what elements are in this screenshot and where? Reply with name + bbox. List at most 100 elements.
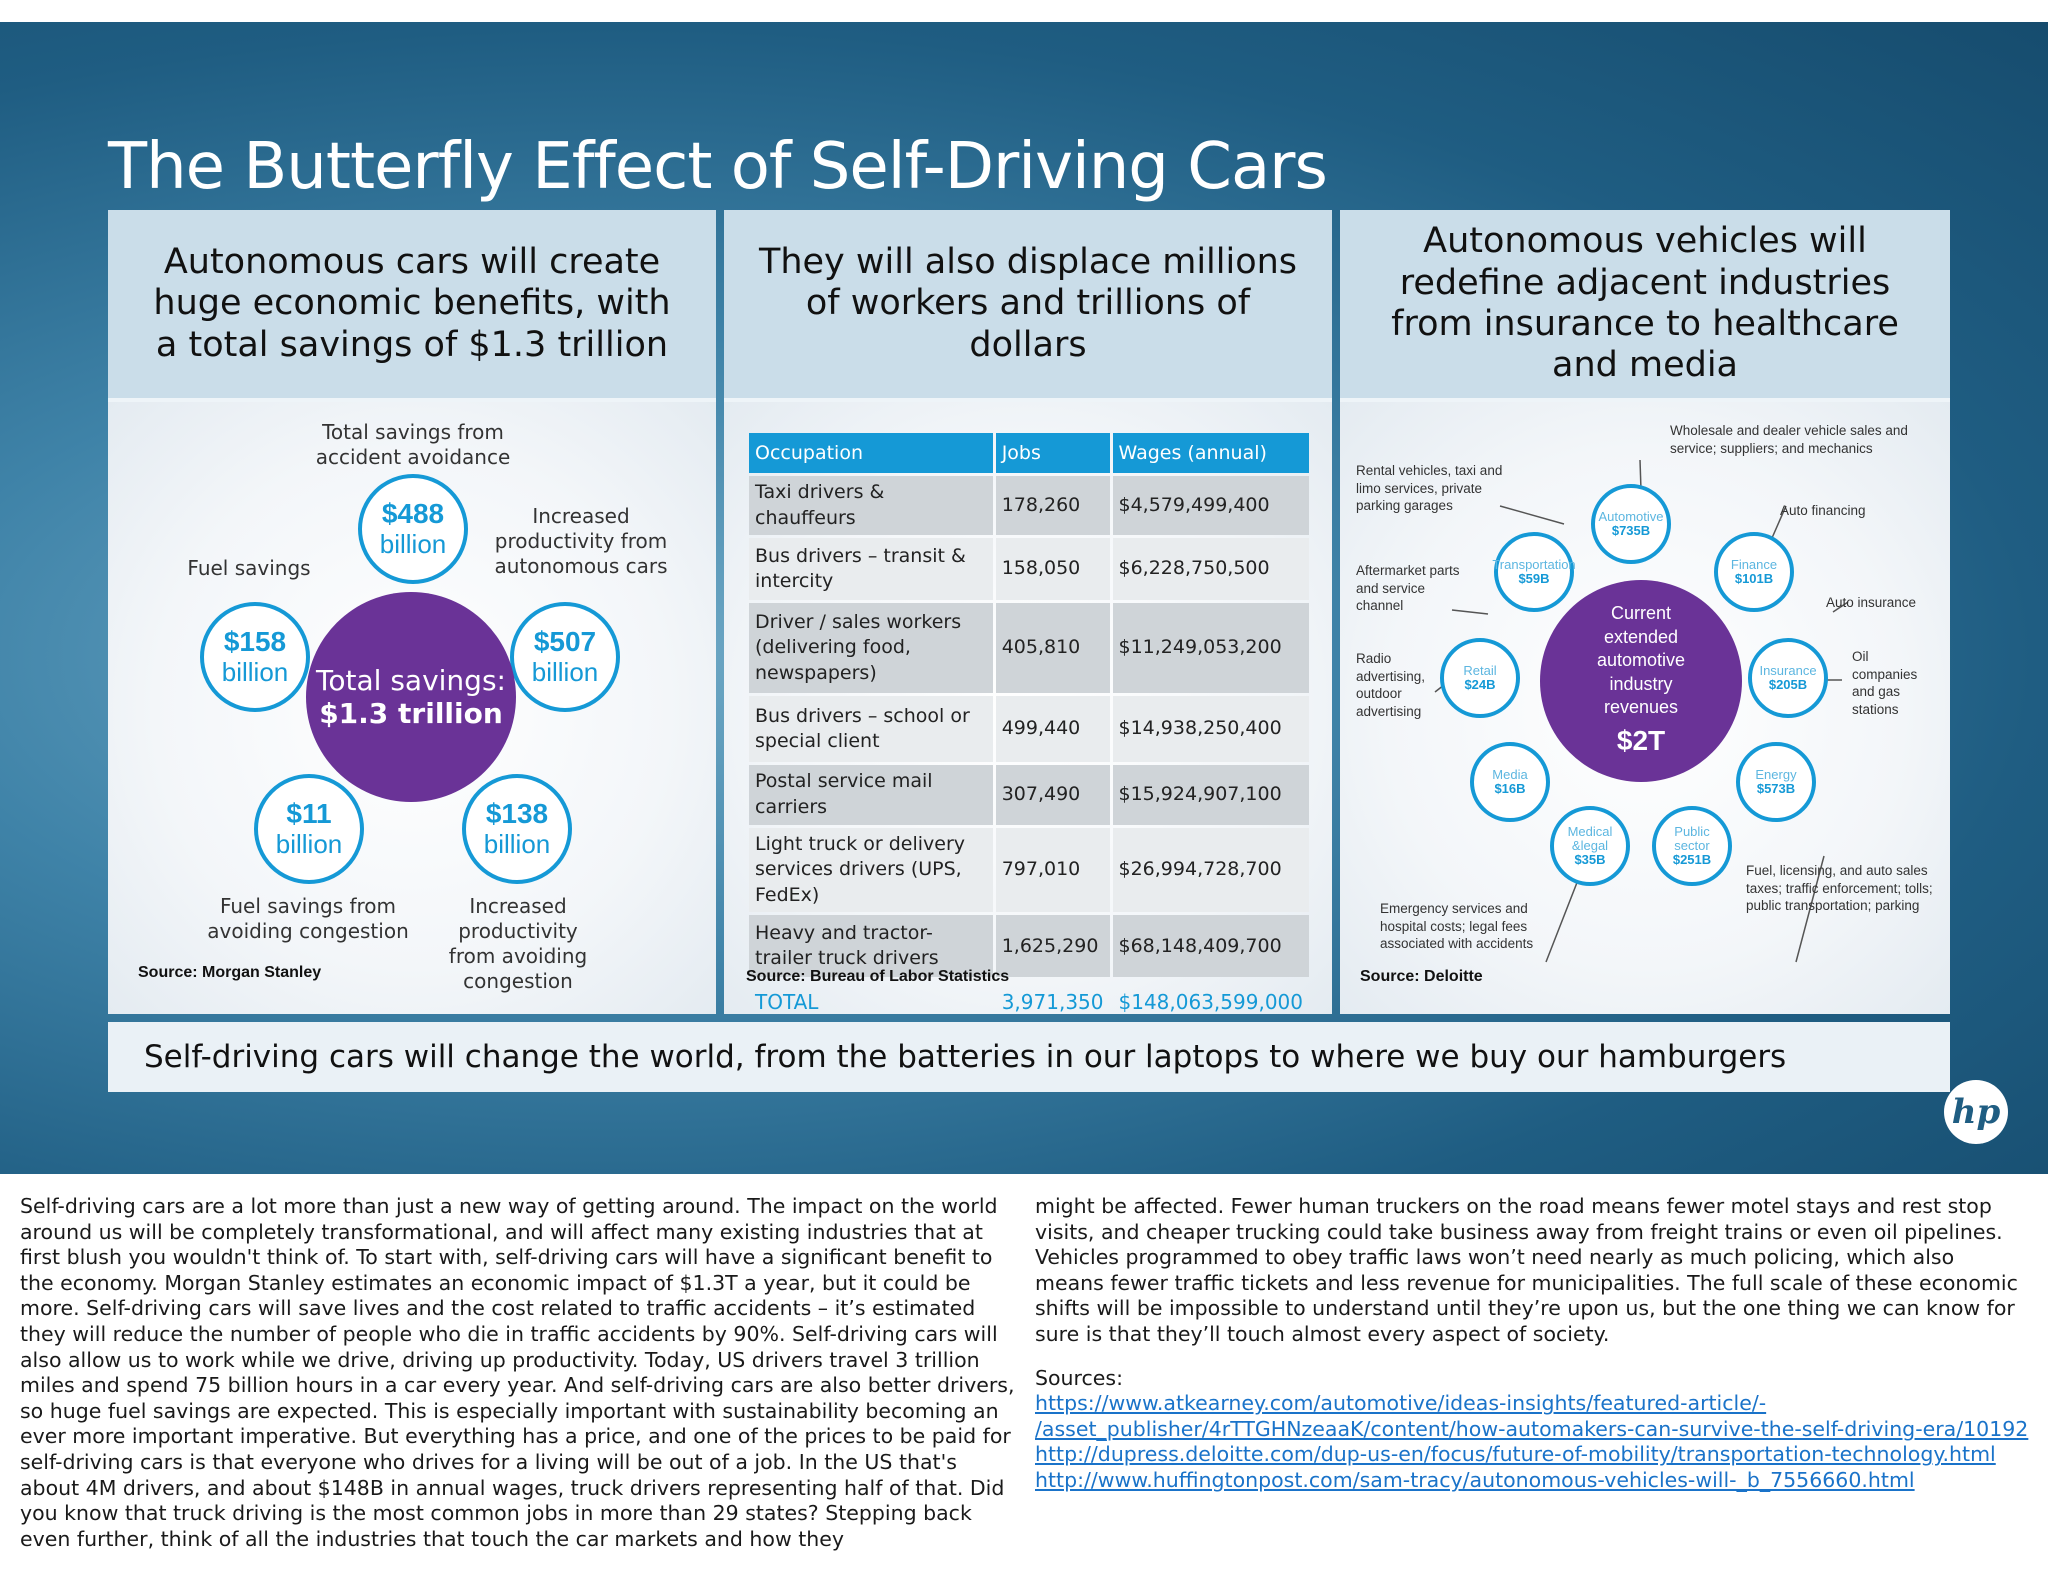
insurance-label: Auto insurance (1826, 595, 1917, 610)
hp-logo: hp (1944, 1080, 2008, 1144)
panel-heading: They will also displace millions of work… (724, 210, 1332, 398)
node-name: Insurance (1759, 662, 1817, 678)
wages-cell: $4,579,499,400 (1112, 476, 1309, 536)
node-value: $735B (1611, 523, 1651, 538)
sources-label: Sources: (1035, 1365, 1123, 1390)
total-label-cell: TOTAL (755, 989, 819, 1014)
wages-cell: $26,994,728,700 (1112, 827, 1309, 913)
bubble-unit: billion (221, 657, 289, 688)
hub-text: extended (1603, 626, 1679, 647)
jobs-table: Occupation Jobs Wages (annual) Taxi driv… (746, 430, 1312, 1027)
hub-value: $2T (1616, 725, 1666, 757)
bubble-unit: billion (379, 529, 447, 560)
node-medical-legal: Medical &legal $35B (1550, 806, 1630, 886)
hub-text: industry (1609, 673, 1673, 694)
table-total-row: TOTAL 3,971,350 $148,063,599,000 (749, 980, 1309, 1024)
table-row: Bus drivers – school or special client 4… (749, 696, 1309, 763)
node-public-sector: Public sector $251B (1652, 806, 1732, 886)
bubble-value: $138 (485, 798, 549, 830)
column-header: Occupation (749, 433, 993, 473)
fuel-savings-label: Fuel savings (187, 556, 311, 580)
automotive-label: Wholesale and dealer vehicle sales and s… (1670, 423, 1908, 456)
table-row: Driver / sales workers (delivering food,… (749, 603, 1309, 694)
source-link[interactable]: http://dupress.deloitte.com/dup-us-en/fo… (1035, 1442, 1996, 1467)
wages-cell: $14,938,250,400 (1112, 696, 1309, 763)
panel-body: Total savings from accident avoidance $4… (108, 402, 716, 1014)
node-value: $573B (1756, 781, 1796, 796)
node-value: $24B (1464, 677, 1496, 692)
node-name: Medical &legal (1567, 823, 1613, 853)
node-finance: Finance $101B (1714, 532, 1794, 612)
notes-right-column: might be affected. Fewer human truckers … (1035, 1194, 2029, 1494)
fuel-savings-bubble: $158 billion (200, 602, 310, 712)
notes-paragraph: might be affected. Fewer human truckers … (1035, 1194, 2018, 1346)
notes-left-column: Self-driving cars are a lot more than ju… (20, 1194, 1015, 1551)
wages-cell: $15,924,907,100 (1112, 765, 1309, 825)
node-name: Finance (1730, 556, 1778, 572)
productivity-label: Increased productivity from autonomous c… (494, 504, 668, 578)
node-value: $59B (1518, 571, 1550, 586)
displacement-panel: They will also displace millions of work… (724, 210, 1332, 1014)
wages-cell: $6,228,750,500 (1112, 538, 1309, 601)
total-jobs-cell: 3,971,350 (1001, 989, 1104, 1014)
table-row: Light truck or delivery services drivers… (749, 827, 1309, 913)
table-row: Bus drivers – transit & intercity 158,05… (749, 538, 1309, 601)
node-name: Media (1492, 766, 1528, 782)
occupation-cell: Driver / sales workers (delivering food,… (749, 603, 993, 694)
hub-text: automotive (1596, 650, 1686, 671)
occupation-cell: Taxi drivers & chauffeurs (749, 476, 993, 536)
accident-savings-bubble: $488 billion (358, 474, 468, 584)
panel-body: Occupation Jobs Wages (annual) Taxi driv… (724, 402, 1332, 1014)
total-wages-cell: $148,063,599,000 (1118, 989, 1304, 1014)
productivity-bubble: $507 billion (510, 602, 620, 712)
occupation-cell: Bus drivers – school or special client (749, 696, 993, 763)
wages-cell: $11,249,053,200 (1112, 603, 1309, 694)
slide-title: The Butterfly Effect of Self-Driving Car… (108, 130, 1328, 204)
jobs-cell: 797,010 (995, 827, 1110, 913)
jobs-cell: 499,440 (995, 696, 1110, 763)
congestion-fuel-label: Fuel savings from avoiding congestion (207, 894, 409, 943)
occupation-cell: Bus drivers – transit & intercity (749, 538, 993, 601)
panel-body: Wholesale and dealer vehicle sales and s… (1340, 402, 1950, 1014)
total-savings-label: Total savings: (316, 664, 506, 697)
node-value: $205B (1768, 677, 1808, 692)
node-name: Automotive (1598, 508, 1664, 524)
jobs-cell: 405,810 (995, 603, 1110, 694)
source-label: Source: Deloitte (1360, 968, 1483, 985)
aftermarket-label: Aftermarket parts and service channel (1356, 563, 1460, 614)
node-name: Energy (1755, 766, 1797, 782)
bubble-value: $158 (223, 626, 287, 658)
node-automotive: Automotive $735B (1591, 484, 1671, 564)
occupation-cell: Postal service mail carriers (749, 765, 993, 825)
node-value: $16B (1494, 781, 1526, 796)
slide: The Butterfly Effect of Self-Driving Car… (0, 22, 2048, 1174)
table-row: Postal service mail carriers 307,490 $15… (749, 765, 1309, 825)
source-label: Source: Morgan Stanley (138, 964, 322, 981)
panel-heading: Autonomous cars will create huge economi… (108, 210, 716, 398)
occupation-cell: Heavy and tractor-trailer truck drivers (749, 915, 993, 978)
node-name: Retail (1463, 662, 1497, 678)
industry-revenue-hub: Current extended automotive industry rev… (1540, 580, 1742, 782)
economic-benefits-panel: Autonomous cars will create huge economi… (108, 210, 716, 1014)
fuel-taxes-label: Fuel, licensing, and auto sales taxes; t… (1746, 863, 1933, 914)
column-header: Jobs (995, 433, 1110, 473)
panel-heading: Autonomous vehicles will redefine adjace… (1340, 210, 1950, 398)
finance-label: Auto financing (1780, 503, 1866, 518)
source-link[interactable]: http://www.huffingtonpost.com/sam-tracy/… (1035, 1467, 1915, 1492)
adjacent-industries-panel: Autonomous vehicles will redefine adjace… (1340, 210, 1950, 1014)
node-name: Transportation (1492, 556, 1576, 572)
rental-label: Rental vehicles, taxi and limo services,… (1356, 463, 1503, 514)
emergency-label: Emergency services and hospital costs; l… (1380, 901, 1534, 952)
wages-cell: $68,148,409,700 (1112, 915, 1309, 978)
hub-text: revenues (1603, 696, 1679, 717)
jobs-cell: 307,490 (995, 765, 1110, 825)
occupation-cell: Light truck or delivery services drivers… (749, 827, 993, 913)
slide-banner: Self-driving cars will change the world,… (108, 1022, 1950, 1092)
node-value: $35B (1574, 852, 1606, 868)
source-link[interactable]: https://www.atkearney.com/automotive/ide… (1035, 1391, 1767, 1416)
source-link[interactable]: /asset_publisher/4rTTGHNzeaaK/content/ho… (1035, 1416, 2029, 1441)
jobs-cell: 1,625,290 (995, 915, 1110, 978)
bubble-unit: billion (275, 829, 343, 860)
table-header-row: Occupation Jobs Wages (annual) (749, 433, 1309, 473)
bubble-value: $488 (381, 498, 445, 530)
